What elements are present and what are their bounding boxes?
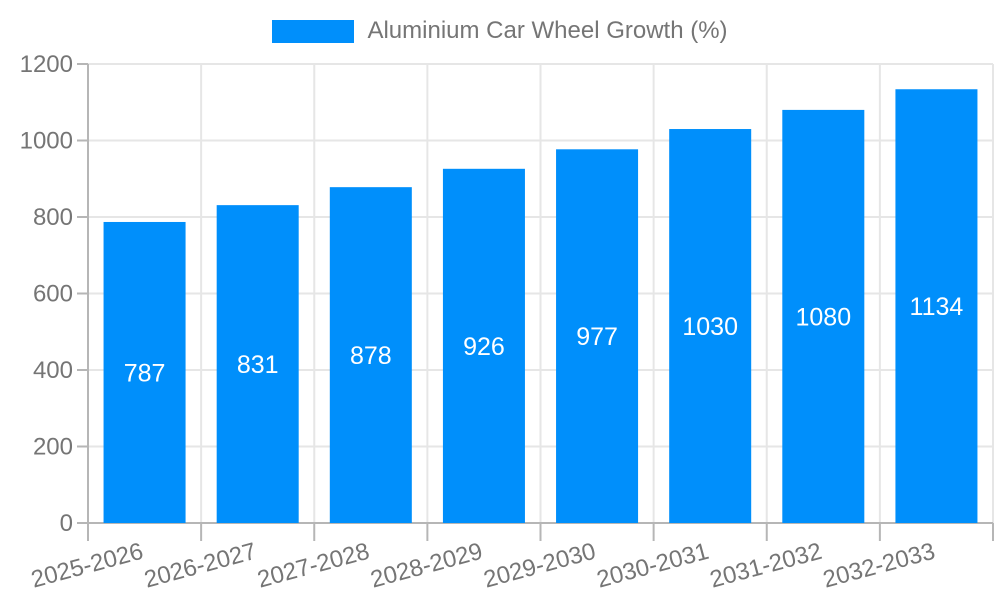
- y-axis-tick-label: 0: [60, 510, 73, 537]
- bar[interactable]: [556, 149, 639, 524]
- bar-value-label: 977: [576, 323, 618, 351]
- x-axis-category-label: 2026-2027: [141, 538, 259, 594]
- y-axis-tick-label: 600: [33, 281, 73, 308]
- x-axis-category-label: 2030-2031: [594, 538, 712, 594]
- y-axis-tick-label: 1200: [20, 51, 73, 78]
- bar-value-label: 1080: [796, 303, 852, 331]
- x-axis-category-label: 2031-2032: [707, 538, 825, 594]
- x-axis-category-label: 2032-2033: [820, 538, 938, 594]
- legend[interactable]: Aluminium Car Wheel Growth (%): [0, 18, 1000, 44]
- bar[interactable]: [216, 205, 299, 523]
- bar[interactable]: [782, 109, 865, 524]
- bar[interactable]: [669, 129, 752, 523]
- bar[interactable]: [329, 187, 412, 524]
- bar-value-label: 787: [124, 359, 166, 387]
- bar-value-label: 1134: [910, 293, 964, 321]
- y-axis-tick-label: 400: [33, 357, 73, 384]
- legend-swatch: [272, 19, 355, 43]
- bar-value-label: 878: [350, 342, 392, 370]
- y-axis-tick-label: 200: [33, 434, 73, 461]
- x-axis-category-label: 2025-2026: [28, 538, 146, 594]
- bar[interactable]: [442, 168, 525, 523]
- x-axis-category-label: 2029-2030: [481, 538, 599, 594]
- bar-value-label: 1030: [682, 313, 738, 341]
- bar-value-label: 926: [463, 333, 505, 361]
- legend-label: Aluminium Car Wheel Growth (%): [367, 17, 728, 44]
- bar-value-label: 831: [237, 351, 279, 379]
- y-axis-tick-label: 800: [33, 204, 73, 231]
- x-axis-category-label: 2028-2029: [368, 538, 486, 594]
- bar[interactable]: [103, 221, 186, 523]
- x-axis-category-label: 2027-2028: [255, 538, 373, 594]
- bar[interactable]: [895, 89, 978, 524]
- y-axis-tick-label: 1000: [20, 128, 73, 155]
